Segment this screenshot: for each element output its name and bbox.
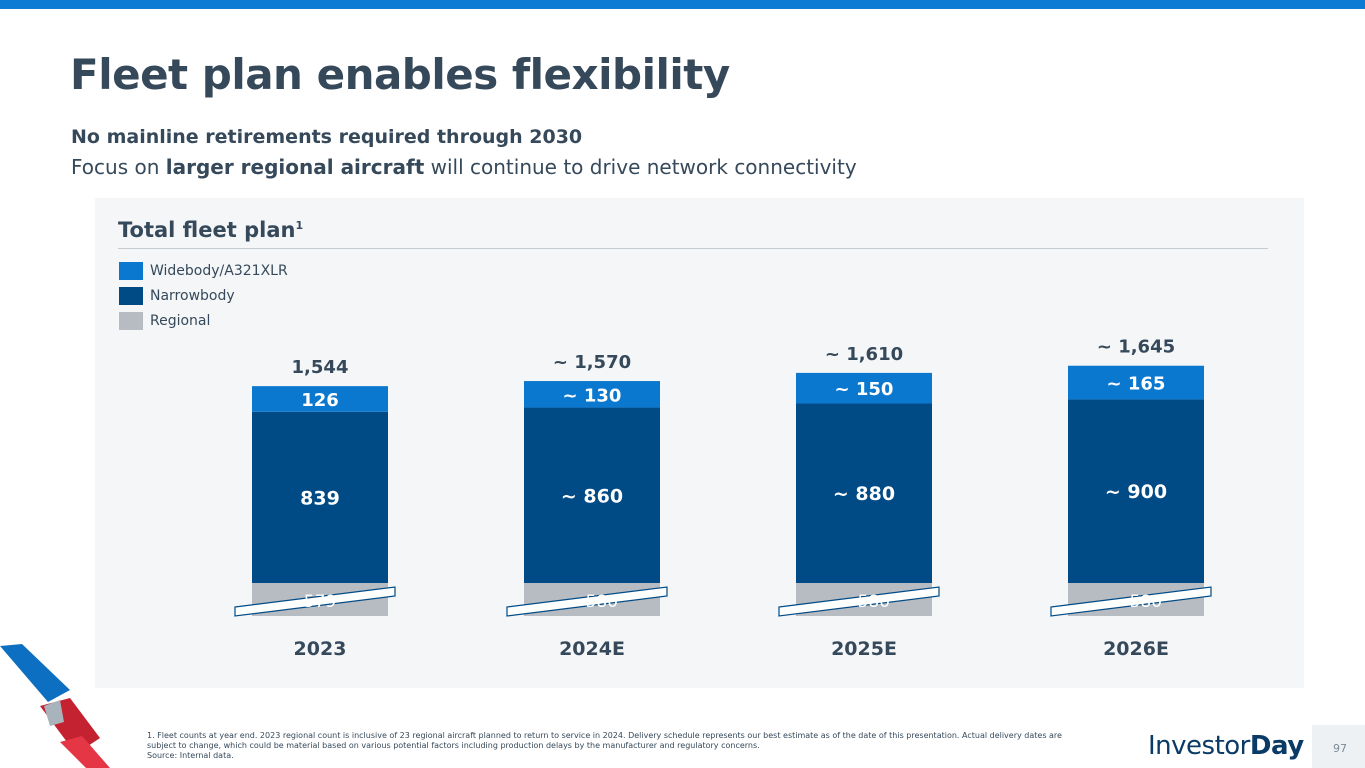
legend-widebody: Widebody/A321XLR (119, 261, 288, 280)
x-tick-2024E: 2024E (559, 638, 625, 660)
page-number-box (1312, 725, 1365, 768)
airline-flight-symbol-logo (0, 644, 110, 768)
x-tick-2023: 2023 (294, 638, 347, 660)
brand-part-2: Day (1249, 731, 1304, 761)
bar-narrowbody-2023 (252, 411, 388, 583)
label-widebody-2024E: ~ 130 (563, 385, 622, 406)
label-widebody-2023: 126 (301, 390, 339, 411)
label-regional-2025E: ~ 580 (838, 592, 890, 612)
subtitle-post: will continue to drive network connectiv… (424, 155, 857, 179)
axis-break-2023 (234, 586, 396, 617)
label-narrowbody-2026E: ~ 900 (1105, 481, 1167, 503)
label-regional-2023: 579 (304, 592, 336, 612)
axis-break-2025E (778, 586, 940, 617)
legend-narrowbody: Narrowbody (119, 286, 235, 305)
legend-swatch-regional (119, 311, 143, 330)
label-widebody-2026E: ~ 165 (1107, 374, 1166, 395)
footnote-source: Source: Internal data. (147, 751, 234, 760)
label-regional-2024E: ~ 580 (566, 592, 618, 612)
legend-label-narrowbody: Narrowbody (150, 287, 235, 304)
brand-part-1: Investor (1148, 731, 1250, 761)
bar-narrowbody-2025E (796, 403, 932, 583)
x-tick-2026E: 2026E (1103, 638, 1169, 660)
bar-widebody-2024E (524, 381, 660, 408)
label-total-2026E: ~ 1,645 (1097, 337, 1175, 358)
axis-break-2026E (1050, 586, 1212, 617)
footnote-ref: 1 (295, 219, 304, 232)
legend-label-regional: Regional (150, 312, 211, 329)
bar-widebody-2023 (252, 386, 388, 412)
label-widebody-2025E: ~ 150 (835, 379, 894, 400)
investor-day-logo: InvestorDay (1148, 731, 1304, 761)
page-title: Fleet plan enables flexibility (70, 50, 730, 99)
label-regional-2026E: ~ 580 (1110, 592, 1162, 612)
chart-title-divider (118, 248, 1268, 249)
bar-narrowbody-2024E (524, 407, 660, 583)
top-accent-bar (0, 0, 1365, 9)
bar-widebody-2025E (796, 372, 932, 404)
footnote-line-1: 1. Fleet counts at year end. 2023 region… (147, 731, 1062, 740)
subtitle-detail: Focus on larger regional aircraft will c… (71, 155, 857, 179)
chart-title: Total fleet plan1 (118, 218, 303, 242)
subtitle-emphasis: larger regional aircraft (165, 155, 425, 179)
label-narrowbody-2025E: ~ 880 (833, 483, 895, 505)
bar-widebody-2026E (1068, 365, 1204, 400)
legend-label-widebody: Widebody/A321XLR (150, 262, 288, 279)
footnote: 1. Fleet counts at year end. 2023 region… (147, 731, 1122, 761)
page-number: 97 (1333, 742, 1347, 755)
chart-title-text: Total fleet plan (118, 218, 296, 242)
legend-regional: Regional (119, 311, 210, 330)
label-narrowbody-2023: 839 (300, 487, 340, 509)
label-total-2023: 1,544 (292, 357, 349, 378)
label-total-2025E: ~ 1,610 (825, 344, 903, 365)
x-tick-2025E: 2025E (831, 638, 897, 660)
footnote-line-2: subject to change, which could be materi… (147, 741, 760, 750)
bar-narrowbody-2026E (1068, 399, 1204, 583)
axis-break-2024E (506, 586, 668, 617)
label-total-2024E: ~ 1,570 (553, 352, 631, 373)
subtitle-pre: Focus on (71, 155, 166, 179)
legend-swatch-widebody (119, 261, 143, 280)
legend-swatch-narrowbody (119, 286, 143, 305)
label-narrowbody-2024E: ~ 860 (561, 485, 623, 507)
subtitle-headline: No mainline retirements required through… (71, 126, 583, 148)
